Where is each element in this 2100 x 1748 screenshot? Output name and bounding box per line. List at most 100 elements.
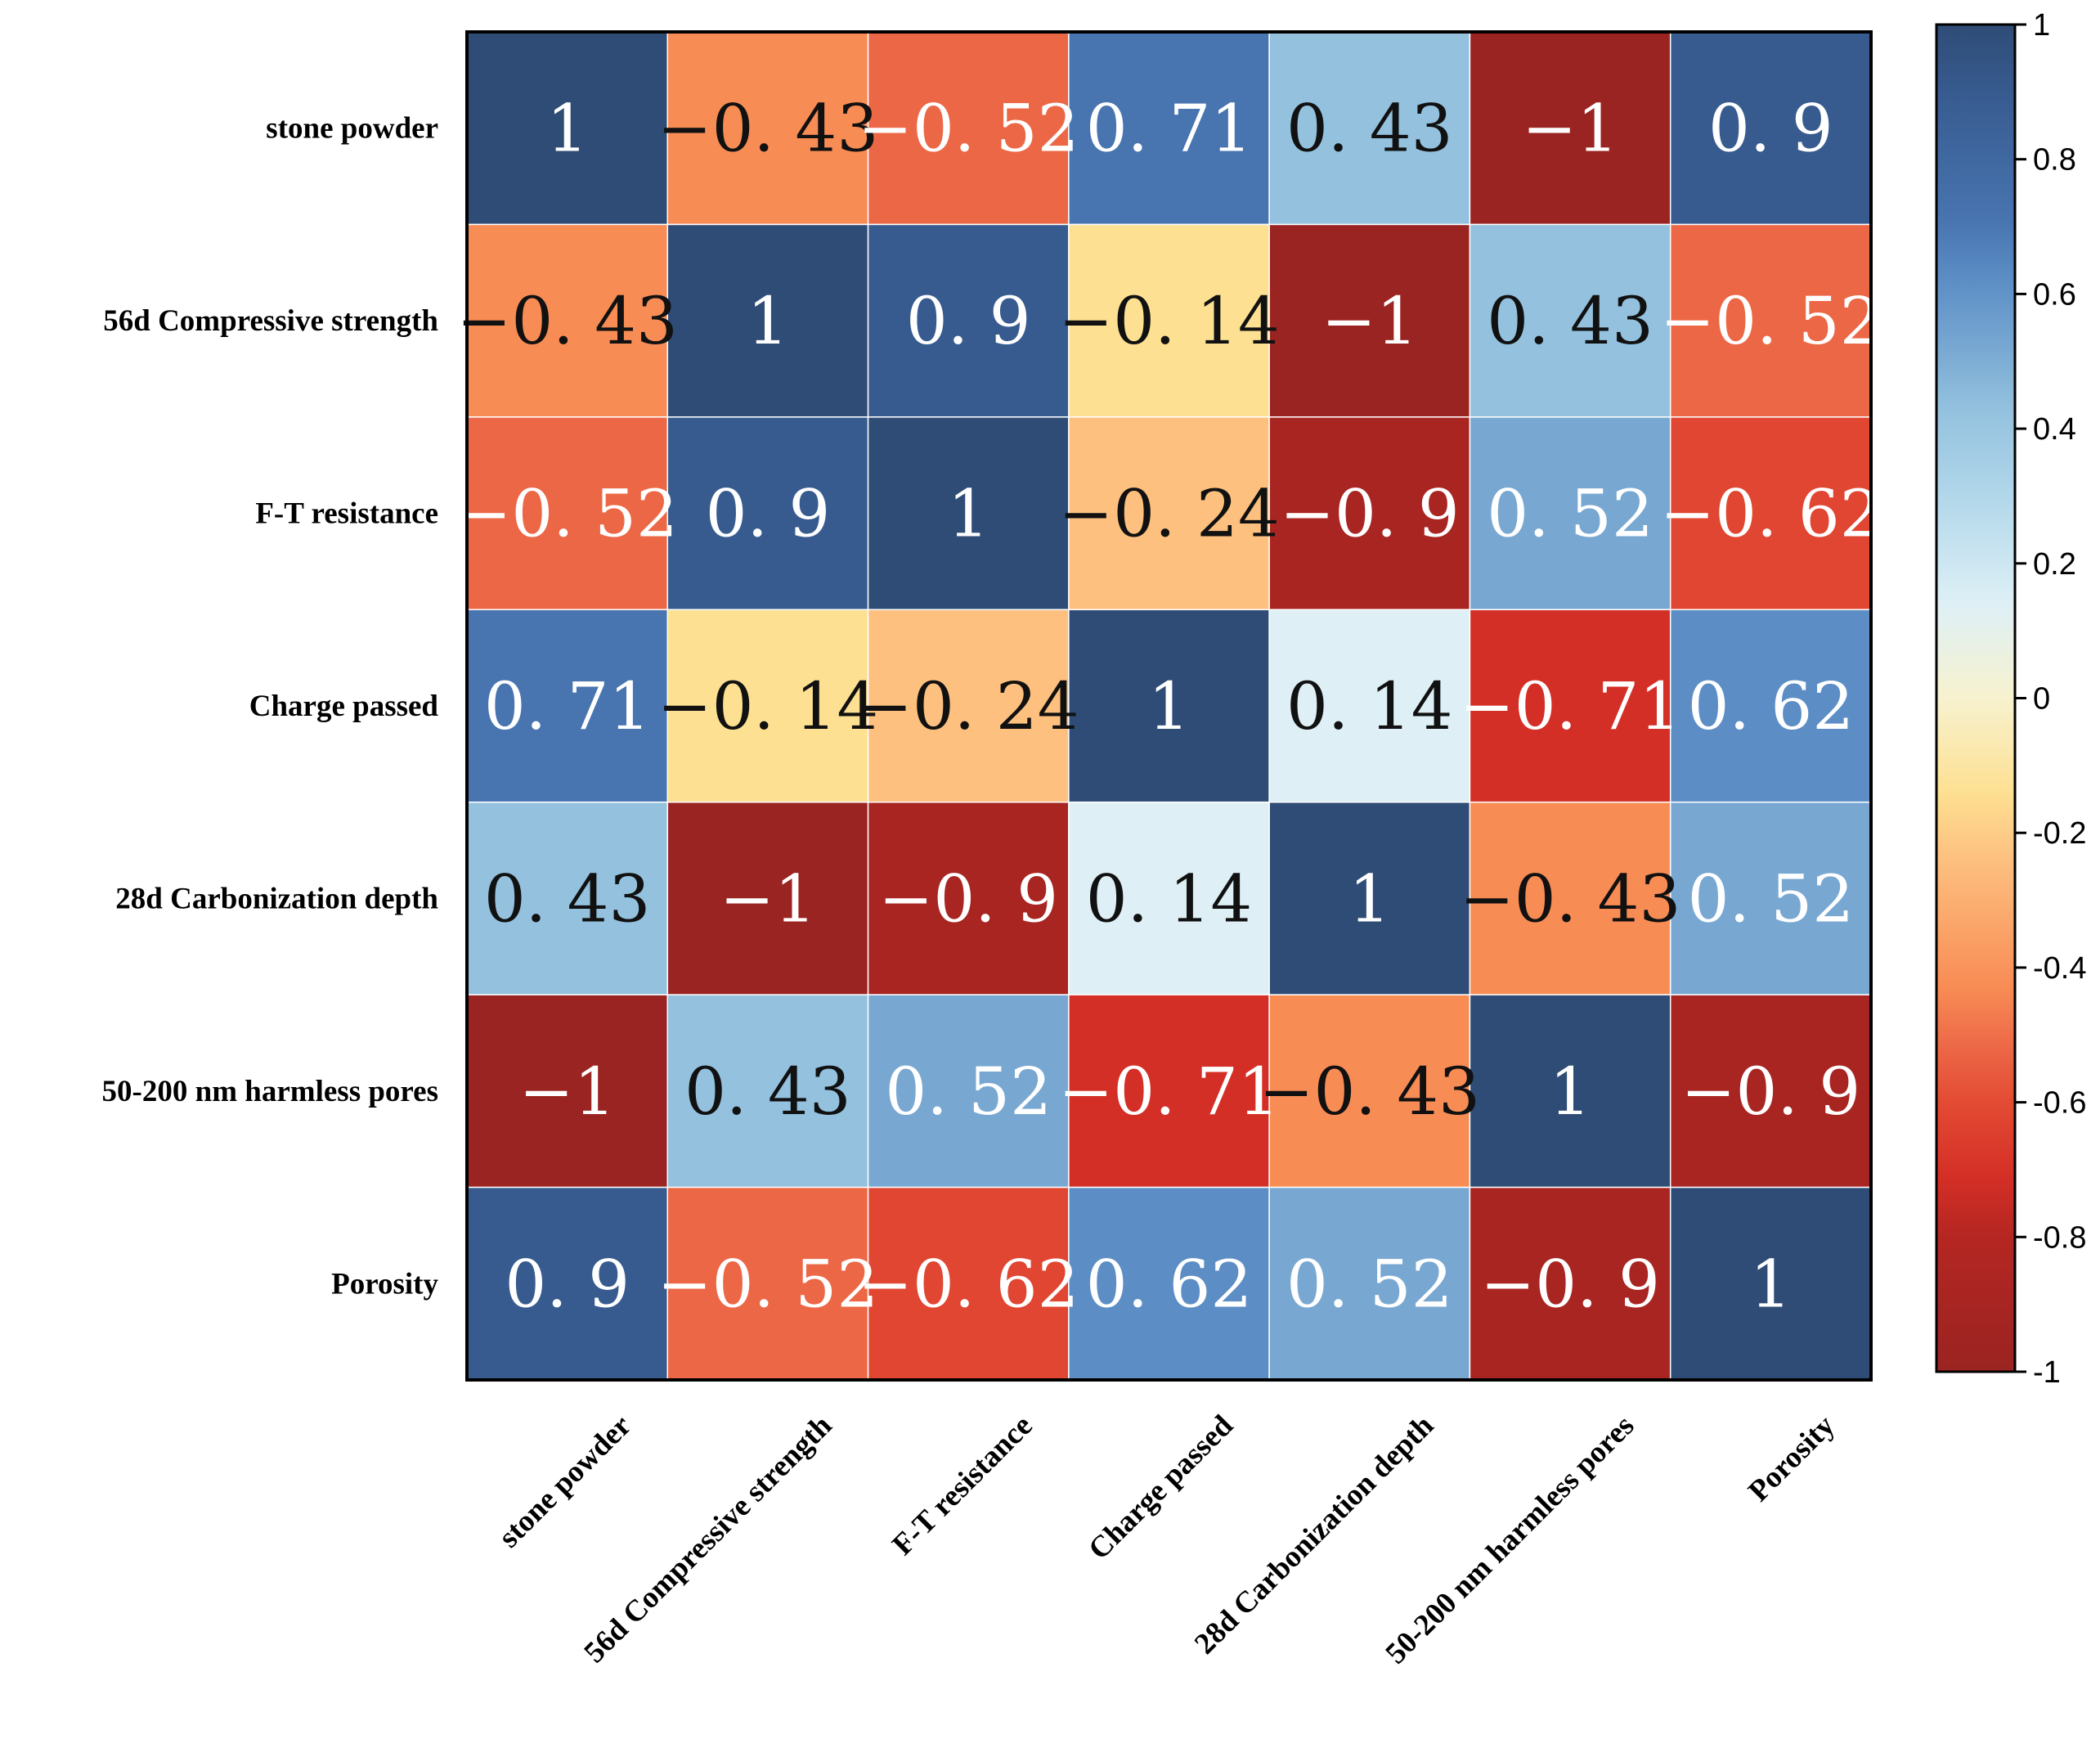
heatmap-cell-value: −0. 71: [1460, 668, 1681, 744]
x-axis-label: F-T resistance: [886, 1409, 1039, 1562]
heatmap-cell-value: −0. 43: [456, 283, 678, 359]
colorbar-tick-label: -0.2: [2033, 816, 2086, 851]
heatmap-cell: [466, 609, 669, 803]
y-axis-label: 28d Carbonization depth: [115, 882, 438, 915]
colorbar-tick-label: 0.2: [2033, 547, 2076, 582]
heatmap-cell: [466, 31, 669, 226]
heatmap-cell: [666, 1186, 869, 1381]
x-axis-label: stone powder: [492, 1409, 638, 1554]
heatmap-cell: [666, 609, 869, 803]
heatmap-cell-value: −0. 52: [858, 91, 1079, 167]
heatmap-cell-value: 1: [1750, 1246, 1792, 1322]
heatmap-cell-value: −1: [1321, 283, 1418, 359]
heatmap-frame: [465, 30, 1873, 1382]
heatmap-cell-value: 0. 9: [906, 283, 1031, 359]
heatmap-cell: [1669, 609, 1872, 803]
heatmap-cell-value: 0. 52: [1688, 861, 1855, 937]
colorbar-gradient: [1935, 23, 2017, 1373]
heatmap-cell-value: −0. 9: [1280, 476, 1460, 552]
heatmap-cell: [1068, 994, 1270, 1189]
colorbar-tick-label: -0.4: [2033, 951, 2086, 986]
heatmap-cell-value: 1: [1148, 668, 1190, 744]
heatmap-cell: [1669, 801, 1872, 995]
colorbar-tick-label: 0: [2033, 682, 2050, 717]
heatmap-cell-value: 0. 52: [1487, 476, 1654, 552]
heatmap-cell: [867, 223, 1070, 418]
heatmap-cell: [466, 994, 669, 1189]
colorbar: 1 0.8 0.6 0.4 0.2 0 -0.2 -0.4 -0.6 -0.8 -1: [1935, 8, 2086, 1390]
heatmap-cell-value: 0. 9: [1708, 91, 1833, 167]
heatmap-cell: [1068, 416, 1270, 611]
heatmap-cell: [666, 31, 869, 226]
heatmap-cell-value: 0. 62: [1688, 668, 1855, 744]
heatmap-cell: [1268, 609, 1471, 803]
heatmap-cell-value: 1: [1348, 861, 1390, 937]
heatmap-cell: [1268, 223, 1471, 418]
heatmap-cell: [466, 801, 669, 995]
heatmap-cell: [1669, 1186, 1872, 1381]
heatmap-cell-value: 0. 43: [484, 861, 651, 937]
heatmap-cell-value: 0. 43: [1286, 91, 1453, 167]
colorbar-ticks: 1 0.8 0.6 0.4 0.2 0 -0.2 -0.4 -0.6 -0.8 -1: [2015, 8, 2086, 1390]
heatmap-cell-value: 0. 43: [1487, 283, 1654, 359]
heatmap-cell-value: −0. 62: [1660, 476, 1882, 552]
colorbar-tick-label: -1: [2033, 1355, 2061, 1390]
heatmap-cell-value: 1: [546, 91, 588, 167]
y-axis-label: Porosity: [331, 1267, 438, 1301]
heatmap-cell-value: −0. 24: [1058, 476, 1280, 552]
heatmap-cell: [666, 416, 869, 611]
heatmap-cell-value: 1: [948, 476, 989, 552]
heatmap-cell-value: −0. 9: [1480, 1246, 1660, 1322]
heatmap-cell-value: −0. 9: [1681, 1054, 1861, 1130]
heatmap-cell-value: 0. 71: [1086, 91, 1253, 167]
heatmap-cell-value: 1: [747, 283, 788, 359]
heatmap-cell: [466, 223, 669, 418]
y-axis-label: F-T resistance: [255, 497, 438, 531]
heatmap-cell-value: 0. 14: [1086, 861, 1253, 937]
heatmap-cell-value: −0. 14: [657, 668, 879, 744]
colorbar-tick-label: 1: [2033, 8, 2050, 43]
heatmap-cell: [1068, 609, 1270, 803]
heatmap-cell-value: −0. 52: [456, 476, 678, 552]
heatmap-cell-value: −0. 43: [1259, 1054, 1480, 1130]
heatmap-cell-value: 0. 9: [505, 1246, 630, 1322]
heatmap-cell-value: −0. 9: [878, 861, 1058, 937]
heatmap-cell: [1469, 31, 1671, 226]
y-axis-label: stone powder: [266, 112, 438, 146]
colorbar-tick-label: 0.6: [2033, 277, 2076, 312]
heatmap-cell: [1469, 223, 1671, 418]
y-axis-label: Charge passed: [249, 690, 439, 723]
heatmap-cell-value: −0. 71: [1058, 1054, 1280, 1130]
heatmap-cell: [1469, 416, 1671, 611]
heatmap-cell: [1669, 994, 1872, 1189]
heatmap-cell-value: 0. 71: [484, 668, 651, 744]
heatmap-cell: [1669, 31, 1872, 226]
heatmap-cell: [666, 994, 869, 1189]
heatmap-cell: [1669, 223, 1872, 418]
heatmap-cell-value: 0. 62: [1086, 1246, 1253, 1322]
y-axis-labels: stone powder 56d Compressive strength F-T …: [102, 112, 439, 1301]
heatmap-cell: [1268, 994, 1471, 1189]
heatmap-cell-value: −1: [519, 1054, 616, 1130]
heatmap-cell-value: 1: [1550, 1054, 1591, 1130]
y-axis-label: 56d Compressive strength: [103, 304, 438, 338]
heatmap-cell: [466, 416, 669, 611]
x-axis-label: Porosity: [1742, 1409, 1842, 1508]
heatmap-cell: [1469, 609, 1671, 803]
heatmap-cell-value: −0. 43: [657, 91, 879, 167]
heatmap-cell-value: 0. 52: [1286, 1246, 1453, 1322]
heatmap-cell-value: −1: [1522, 91, 1618, 167]
colorbar-tick-label: 0.8: [2033, 143, 2076, 177]
x-axis-label: Charge passed: [1082, 1409, 1240, 1566]
heatmap-cell: [1068, 31, 1270, 226]
heatmap-cell: [1068, 1186, 1270, 1381]
heatmap-cell: [867, 994, 1070, 1189]
heatmap-cell: [1268, 416, 1471, 611]
heatmap-cell: [1669, 416, 1872, 611]
heatmap-cell-value: −1: [720, 861, 816, 937]
heatmap-cell-value: 0. 52: [885, 1054, 1052, 1130]
heatmap-cell: [1469, 1186, 1671, 1381]
colorbar-tick-label: 0.4: [2033, 412, 2076, 447]
